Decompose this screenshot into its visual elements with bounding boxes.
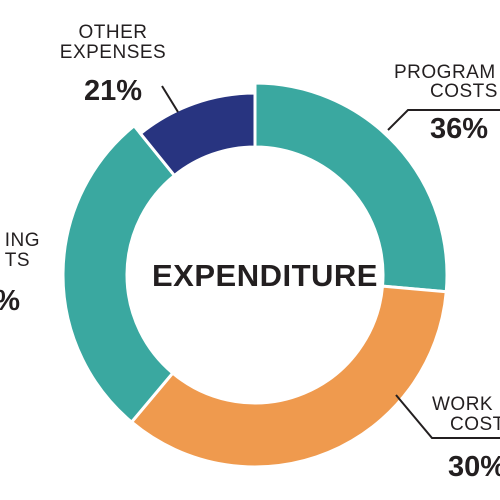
slices-group — [61, 81, 449, 469]
slice-label-left-line1: ING — [5, 230, 40, 251]
slice-left — [61, 123, 177, 425]
leader-line-program — [387, 109, 500, 131]
slice-label-other-line1: OTHER — [79, 22, 148, 43]
slice-label-other-line2: EXPENSES — [60, 42, 166, 63]
leader-line-other — [161, 85, 179, 113]
slice-value-left: % — [0, 285, 20, 317]
slice-other — [138, 91, 257, 178]
slice-program — [253, 81, 449, 294]
slice-label-work-line1: WORK — [432, 394, 493, 415]
slice-label-program-line2: COSTS — [430, 81, 498, 102]
slice-work — [129, 284, 448, 469]
leaders-group — [161, 85, 500, 439]
slice-value-work: 30% — [448, 451, 500, 483]
chart-title: EXPENDITURE — [152, 258, 378, 293]
slice-value-other: 21% — [84, 75, 142, 107]
slice-value-program: 36% — [430, 113, 488, 145]
slice-label-left-line2: TS — [5, 250, 30, 271]
slice-label-work-line2: COSTS — [450, 414, 500, 435]
slice-label-program-line1: PROGRAM — [394, 62, 496, 83]
leader-line-work — [395, 394, 500, 439]
